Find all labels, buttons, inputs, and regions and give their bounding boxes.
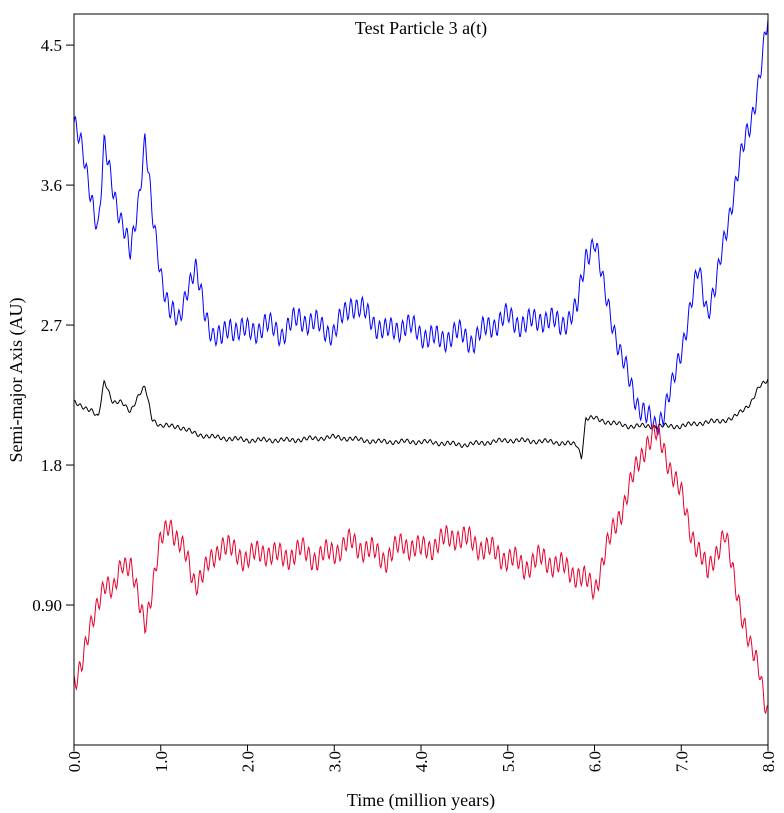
y-tick-label: 3.6 xyxy=(41,176,62,195)
y-tick-label: 4.5 xyxy=(41,36,62,55)
y-axis-title: Semi-major Axis (AU) xyxy=(6,298,27,463)
x-tick-label: 7.0 xyxy=(672,751,691,772)
series-layer xyxy=(73,18,769,715)
y-tick-label: 0.90 xyxy=(32,596,62,615)
x-tick-label: 6.0 xyxy=(586,751,605,772)
x-tick-label: 8.0 xyxy=(759,751,778,772)
axis-layer: 0.90 1.8 2.7 3.6 4.5 0.0 1.0 2.0 3.0 4.0 5.0 6.0 7.0… xyxy=(32,36,778,772)
x-axis-title: Time (million years) xyxy=(347,790,495,811)
y-tick-label: 2.7 xyxy=(41,316,63,335)
y-tick-label: 1.8 xyxy=(41,456,62,475)
x-tick-label: 3.0 xyxy=(325,751,344,772)
x-tick-label: 4.0 xyxy=(412,751,431,772)
chart-title: Test Particle 3 a(t) xyxy=(355,18,487,39)
x-tick-label: 2.0 xyxy=(239,751,258,772)
x-tick-label: 5.0 xyxy=(499,751,518,772)
x-tick-label: 1.0 xyxy=(152,751,171,772)
series-line-3 xyxy=(73,422,769,715)
x-tick-label: 0.0 xyxy=(65,751,84,772)
